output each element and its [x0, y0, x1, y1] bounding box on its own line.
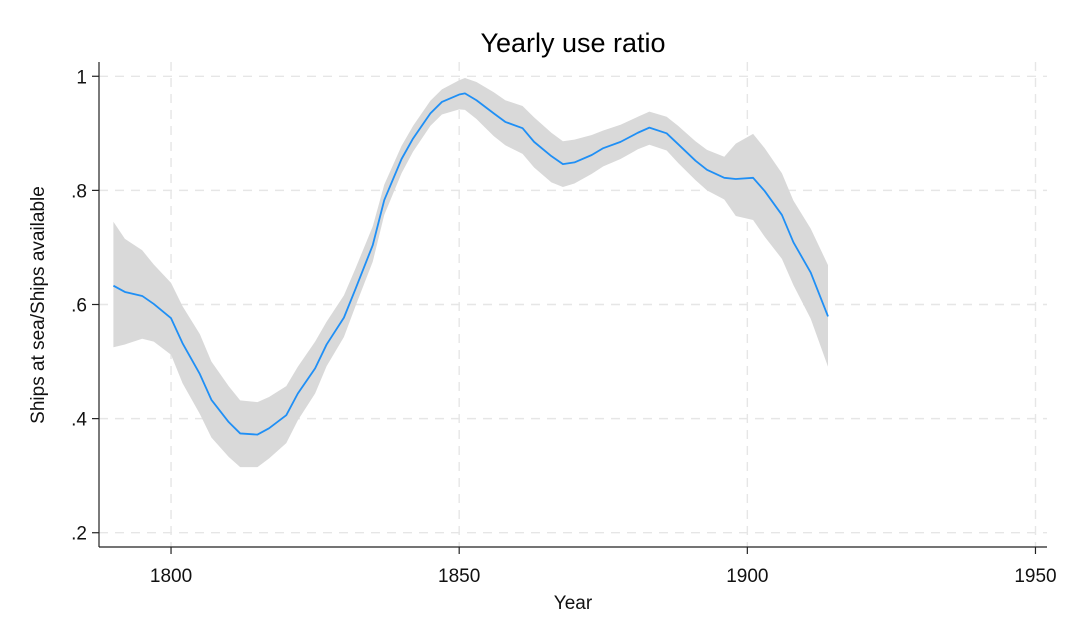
x-tick-label: 1900 [726, 566, 768, 587]
x-tick-label: 1950 [1014, 566, 1056, 587]
axes: .2 .4 .6 .8 1 1800 1850 1900 1950 [71, 62, 1057, 587]
y-axis-label: Ships at sea/Ships available [28, 186, 49, 424]
chart-title: Yearly use ratio [480, 28, 665, 58]
y-tick-label: .4 [71, 410, 87, 431]
series-line [112, 92, 829, 436]
y-tick-label: .8 [71, 181, 87, 202]
y-tick-label: .2 [71, 524, 87, 545]
y-tick-label: .6 [71, 296, 87, 317]
y-tick-label: 1 [76, 67, 87, 88]
x-axis-label: Year [554, 593, 593, 614]
x-tick-label: 1850 [438, 566, 480, 587]
confidence-band [113, 77, 829, 468]
x-tick-label: 1800 [150, 566, 192, 587]
series-line-group [112, 92, 829, 436]
grid-lines [99, 62, 1047, 547]
confidence-band-group [113, 77, 829, 468]
